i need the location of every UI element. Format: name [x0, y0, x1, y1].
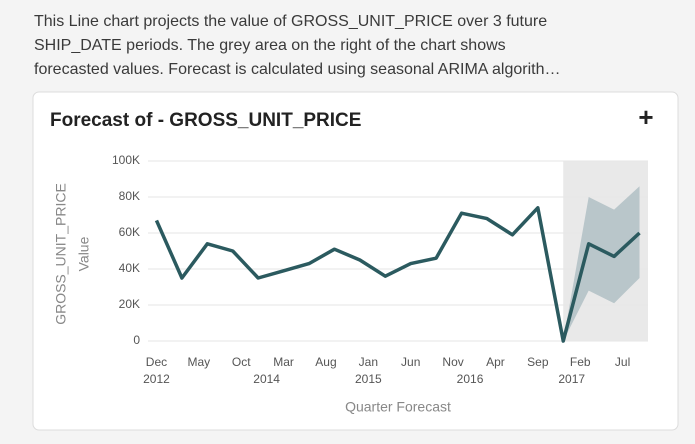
- x-tick-label: Sep: [527, 355, 549, 369]
- x-tick-label: Oct: [232, 355, 251, 369]
- x-tick-label: Nov: [442, 355, 463, 369]
- x-tick-label: Mar: [273, 355, 294, 369]
- x-tick-label: Jun: [401, 355, 420, 369]
- x-tick-label: Feb: [570, 355, 591, 369]
- x-tick-label: Jul: [615, 355, 630, 369]
- description-line: SHIP_DATE periods. The grey area on the …: [34, 37, 506, 54]
- description: This Line chart projects the value of GR…: [34, 10, 694, 82]
- description-line: forecasted values. Forecast is calculate…: [34, 61, 561, 78]
- card: [32, 91, 679, 431]
- y-axis-title: GROSS_UNIT_PRICE: [53, 183, 69, 325]
- x-tick-label: Aug: [315, 355, 336, 369]
- y-tick-label: 60K: [119, 225, 140, 239]
- x-tick-label: Dec: [146, 355, 167, 369]
- y-tick-label: 40K: [119, 261, 140, 275]
- y-tick-label: 80K: [119, 189, 140, 203]
- y-axis-title: Value: [76, 236, 92, 271]
- x-tick-year: 2017: [558, 372, 585, 386]
- data-line: [154, 206, 641, 343]
- description-line: This Line chart projects the value of GR…: [34, 13, 548, 30]
- x-axis-title: Quarter Forecast: [345, 399, 451, 415]
- x-tick-year: 2012: [143, 372, 170, 386]
- x-tick-year: 2015: [355, 372, 382, 386]
- chart-title: Forecast of - GROSS_UNIT_PRICE: [50, 110, 361, 131]
- x-tick-label: Apr: [486, 355, 505, 369]
- add-button[interactable]: +: [638, 102, 653, 132]
- forecast-band: [563, 186, 640, 341]
- x-tick-year: 2014: [253, 372, 280, 386]
- y-tick-label: 20K: [119, 297, 140, 311]
- x-tick-label: May: [188, 355, 211, 369]
- y-tick-label: 0: [133, 333, 140, 347]
- x-tick-label: Jan: [359, 355, 378, 369]
- x-tick-year: 2016: [457, 372, 484, 386]
- y-tick-label: 100K: [112, 153, 140, 167]
